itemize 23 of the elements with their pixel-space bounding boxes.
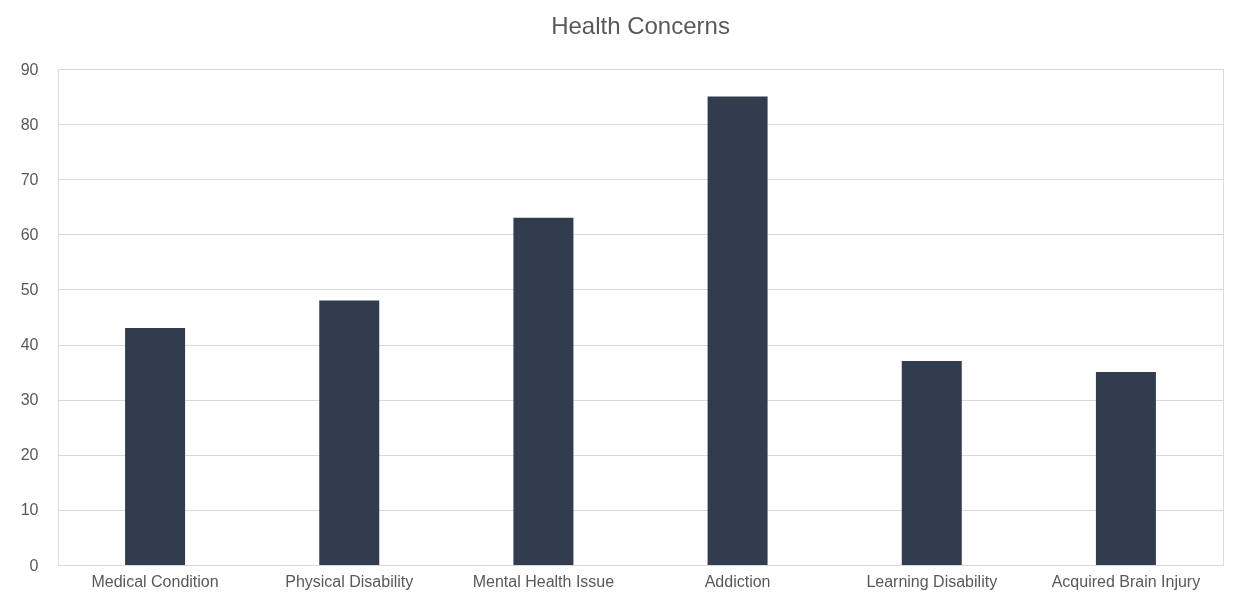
chart-title: Health Concerns (551, 12, 730, 39)
y-tick-label: 40 (20, 336, 39, 354)
x-tick-label: Medical Condition (91, 572, 219, 590)
x-tick-label: Mental Health Issue (472, 572, 615, 590)
bar (1095, 372, 1156, 565)
y-tick-label: 10 (20, 501, 39, 519)
y-tick-label: 70 (20, 170, 39, 188)
x-tick-label: Addiction (704, 572, 771, 590)
y-tick-label: 30 (20, 391, 39, 409)
bar (707, 96, 768, 565)
x-tick-label: Physical Disability (285, 572, 414, 590)
bar (125, 328, 186, 565)
x-tick-label: Acquired Brain Injury (1051, 572, 1201, 590)
x-tick-label: Learning Disability (866, 572, 998, 590)
y-tick-label: 60 (20, 225, 39, 243)
bar (901, 361, 962, 565)
bar (513, 217, 574, 565)
y-tick-label: 80 (20, 115, 39, 133)
y-tick-label: 0 (29, 556, 39, 574)
y-tick-label: 90 (20, 60, 39, 78)
y-tick-label: 20 (20, 446, 39, 464)
bar (319, 300, 380, 565)
y-tick-label: 50 (20, 280, 39, 298)
